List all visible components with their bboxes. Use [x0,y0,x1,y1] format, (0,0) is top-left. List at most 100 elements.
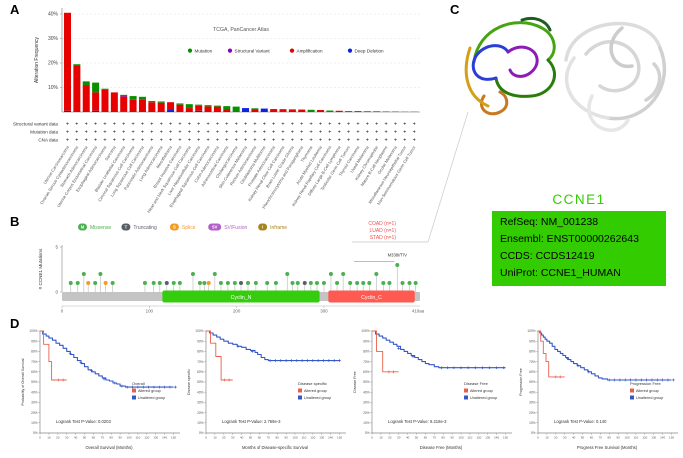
data-availability-mark: + [169,121,172,127]
data-availability-mark: + [75,121,78,127]
bar-segment [176,104,184,112]
data-availability-mark: + [328,121,331,127]
ribbon-strand [584,40,641,93]
data-availability-mark: + [375,121,378,127]
panel-b-lollipop: M Missense T Truncating S Splice SV SV/Fusion I I… [38,111,469,314]
censor-mark [306,359,309,362]
km-legend-label: Altered group [470,389,493,393]
lollipop-missense-dot [348,281,353,285]
y-axis-tick-label: 90% [31,339,38,343]
data-availability-mark: + [403,137,406,143]
legend-pill-letter: I [262,225,263,230]
x-axis-tick-label: 60 [92,436,96,440]
lollipop-missense-dot [253,281,258,285]
y-axis-tick-label: 30% [31,401,38,405]
x-axis-tick-label: 10 [379,436,383,440]
bar-segment [345,111,353,112]
lollipop-splice-dot [103,281,108,285]
data-availability-mark: + [356,137,359,143]
panel-c-structures [464,16,667,132]
data-availability-mark: + [338,129,341,135]
legend-label: Truncating [133,225,157,231]
censor-mark [666,378,670,382]
km-legend-label: Altered group [138,389,161,393]
legend-label: Structural Variant [235,48,271,53]
lollipop-missense-dot [171,281,176,285]
censor-mark [459,366,463,370]
y-axis-tick-label: 100% [361,329,369,333]
panel-b-label: B [10,214,20,229]
legend-pill [78,223,87,231]
y-axis-tick-label: 90% [197,339,204,343]
censor-mark [338,359,341,362]
censor-mark [147,385,151,389]
data-availability-mark: + [160,137,163,143]
censor-mark [131,385,134,389]
y-axis-tick-label: 100% [29,329,37,333]
km-curve-altered [538,330,565,378]
data-availability-mark: + [272,121,275,127]
km-legend-title: Overall [132,381,145,386]
bar-segment [148,102,156,112]
y-axis-tick-label: 50% [363,380,370,384]
bar-segment [354,111,362,112]
y-axis-tick-label: 10% [48,85,59,91]
legend-pill-letter: T [125,225,128,230]
callout-cancer-type: STAD (n=1) [370,235,396,241]
x-axis-title: Overall Survival (Months) [85,445,133,450]
ribbon-strand [472,21,556,64]
data-availability-mark: + [188,129,191,135]
x-axis-tick-label: 20 [56,436,60,440]
x-axis-tick-label: 150 [503,436,508,440]
bar-segment [213,106,221,112]
bar-segment [204,105,212,107]
km-curve-altered [206,330,233,381]
bar-segment [64,110,71,112]
lollipop-splice-dot [206,281,211,285]
data-availability-mark: + [66,137,69,143]
ensembl-value: Ensembl: ENST00000262643 [500,233,639,245]
panel-a-chart: 10% 20% 30% 40% Alteration Frequency TCGA, Pa… [13,8,420,214]
y-axis-tick-label: 80% [31,350,38,354]
data-availability-mark: + [132,129,135,135]
data-availability-mark: + [310,129,313,135]
legend-swatch [227,48,233,53]
censor-mark [157,385,161,389]
data-availability-mark: + [366,137,369,143]
data-availability-mark: + [206,137,209,143]
bar-segment [101,89,109,112]
censor-mark [650,378,654,382]
x-axis-tick-label: 130 [485,436,490,440]
censor-mark [279,359,283,362]
gene-info-box: RefSeq: NM_001238 Ensembl: ENST000002626… [492,211,666,286]
x-axis-tick-label: 0 [371,436,373,440]
bar-segment [316,110,324,112]
km-legend-swatch [132,395,136,400]
lollipop-missense-dot [395,263,400,267]
x-axis-title: Months of Disease-specific Survival [242,445,308,450]
y-axis-tick-label: 10% [363,421,370,425]
km-legend-title: Disease specific [298,381,327,386]
censor-mark [57,378,61,382]
censor-mark [623,378,627,382]
data-availability-mark: + [188,121,191,127]
censor-mark [639,378,643,382]
x-axis-tick-label: 50 [83,436,87,440]
x-axis-tick-label: 40 [74,436,78,440]
x-axis-tick-label: 30 [231,436,235,440]
censor-mark [290,359,293,362]
lollipop-missense-dot [75,281,80,285]
data-availability-mark: + [85,121,88,127]
legend-pill [208,223,222,231]
censor-mark [452,366,456,370]
y-axis-tick-label: 0% [365,431,370,435]
lollipop-missense-dot [218,281,223,285]
lollipop-missense-dot [355,281,360,285]
bar-segment [176,103,184,105]
bar-segment [326,110,334,112]
bar-segment [242,108,250,112]
data-availability-mark: + [216,137,219,143]
censor-mark [481,366,484,370]
x-axis-tick-label: 40 [240,436,244,440]
lollipop-missense-dot [381,281,386,285]
